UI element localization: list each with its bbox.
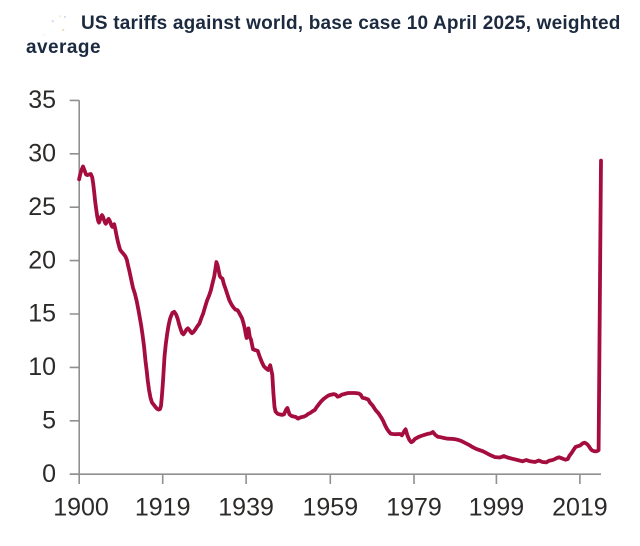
svg-text:1939: 1939: [218, 494, 274, 522]
svg-text:2019: 2019: [552, 494, 608, 522]
svg-text:average: average: [26, 37, 101, 58]
svg-text:5: 5: [42, 407, 56, 435]
svg-text:1959: 1959: [302, 494, 358, 522]
svg-text:30: 30: [28, 140, 56, 168]
svg-text:1900: 1900: [53, 494, 109, 522]
svg-text:10: 10: [28, 353, 56, 381]
svg-text:35: 35: [28, 86, 56, 114]
svg-text:US tariffs against world, base: US tariffs against world, base case 10 A…: [81, 13, 621, 34]
svg-text:15: 15: [28, 300, 56, 328]
svg-text:0: 0: [42, 460, 56, 488]
svg-text:20: 20: [28, 246, 56, 274]
svg-text:25: 25: [28, 193, 56, 221]
svg-text:1999: 1999: [469, 494, 525, 522]
svg-text:1979: 1979: [386, 494, 442, 522]
svg-text:1919: 1919: [135, 494, 191, 522]
